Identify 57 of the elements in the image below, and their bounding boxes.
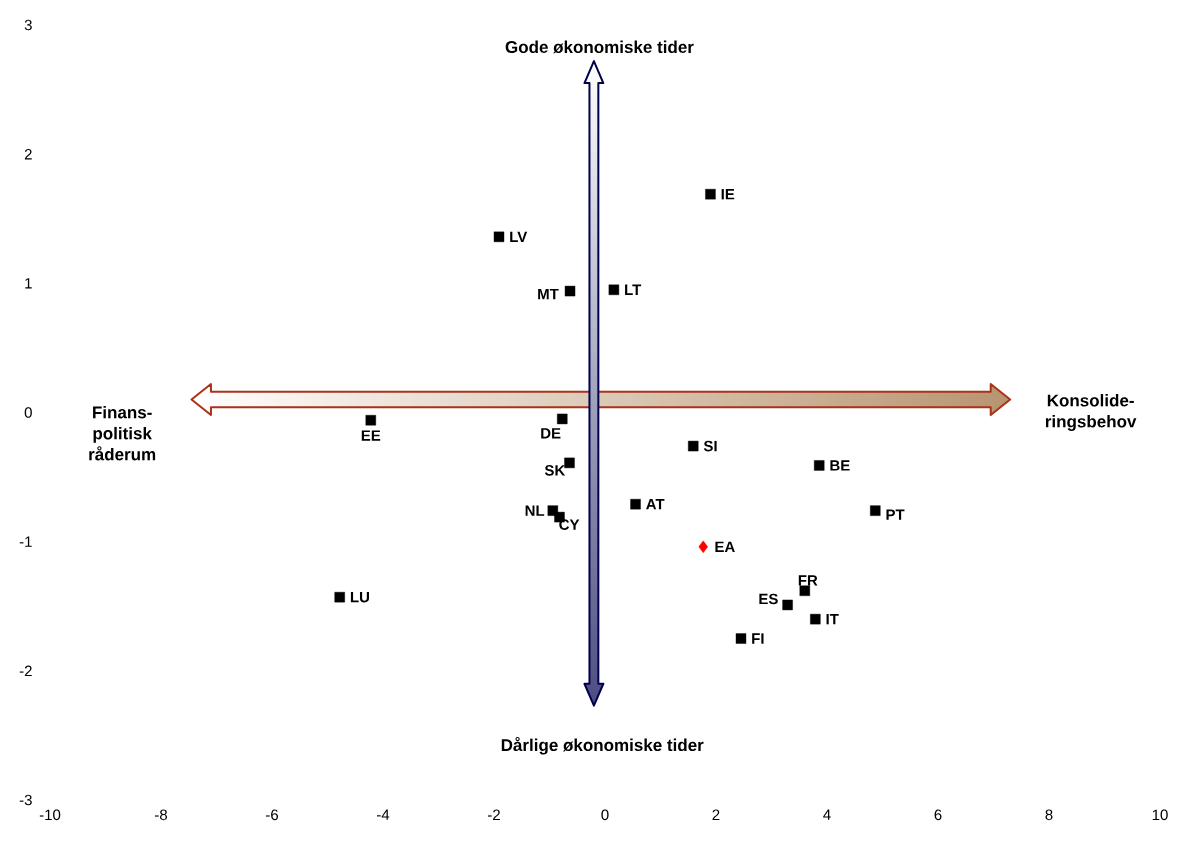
point	[705, 189, 716, 200]
point	[735, 633, 747, 644]
point	[608, 284, 620, 295]
point	[688, 440, 699, 452]
point	[698, 540, 708, 554]
point	[810, 613, 821, 625]
x-tick-label: -4	[376, 809, 390, 820]
point	[799, 585, 810, 596]
annotation: SK	[544, 465, 566, 476]
annotation: LU	[350, 591, 369, 603]
x-tick-label: 8	[1045, 809, 1053, 821]
y-tick-label: 3	[24, 19, 32, 31]
point	[630, 498, 641, 510]
x-tick-label: 6	[934, 809, 942, 821]
annotation: ES	[759, 593, 778, 605]
point	[365, 415, 376, 426]
annotation: IT	[826, 613, 839, 625]
annotation: PT	[886, 509, 905, 520]
annotation: FI	[752, 633, 764, 644]
annotation: LT	[625, 284, 642, 295]
x-tick-label: 4	[823, 809, 831, 820]
annotation: Konsolide-ringsbehov	[1045, 394, 1137, 431]
annotation: SI	[703, 440, 717, 452]
point	[334, 592, 345, 603]
y-tick-label: 0	[24, 407, 32, 418]
annotation: Dårlige økonomiske tider	[501, 736, 704, 755]
y-tick-label: -1	[19, 536, 32, 547]
y-tick-label: 1	[25, 278, 32, 289]
annotation: AT	[646, 499, 665, 510]
x-tick-label: -2	[487, 809, 500, 820]
annotation: Finans-politisk råderum	[89, 405, 156, 461]
annotation: MT	[538, 288, 559, 300]
x-tick-label: -8	[154, 809, 168, 821]
point	[782, 599, 793, 611]
annotation: FR	[798, 575, 818, 586]
point	[493, 231, 505, 243]
point	[814, 460, 825, 471]
annotation: EA	[715, 541, 735, 552]
y-tick-label: -3	[19, 794, 32, 806]
y-tick-label: 2	[24, 148, 32, 160]
y-tick-label: -2	[19, 665, 32, 677]
point	[557, 413, 568, 425]
point	[564, 285, 576, 297]
x-tick-label: 10	[1152, 809, 1168, 821]
point	[564, 457, 575, 469]
annotation: LV	[510, 231, 528, 242]
annotation: NL	[525, 505, 545, 516]
point	[870, 505, 881, 516]
x-tick-label: -10	[39, 809, 61, 821]
annotation: BE	[830, 460, 850, 471]
annotation: DE	[541, 428, 561, 439]
x-tick-label: 2	[712, 809, 720, 820]
x-tick-label: 0	[601, 809, 609, 821]
annotation: Gode økonomiske tider	[505, 40, 694, 54]
x-tick-label: -6	[265, 809, 279, 821]
annotation: IE	[721, 189, 735, 200]
annotation: EE	[361, 430, 381, 441]
